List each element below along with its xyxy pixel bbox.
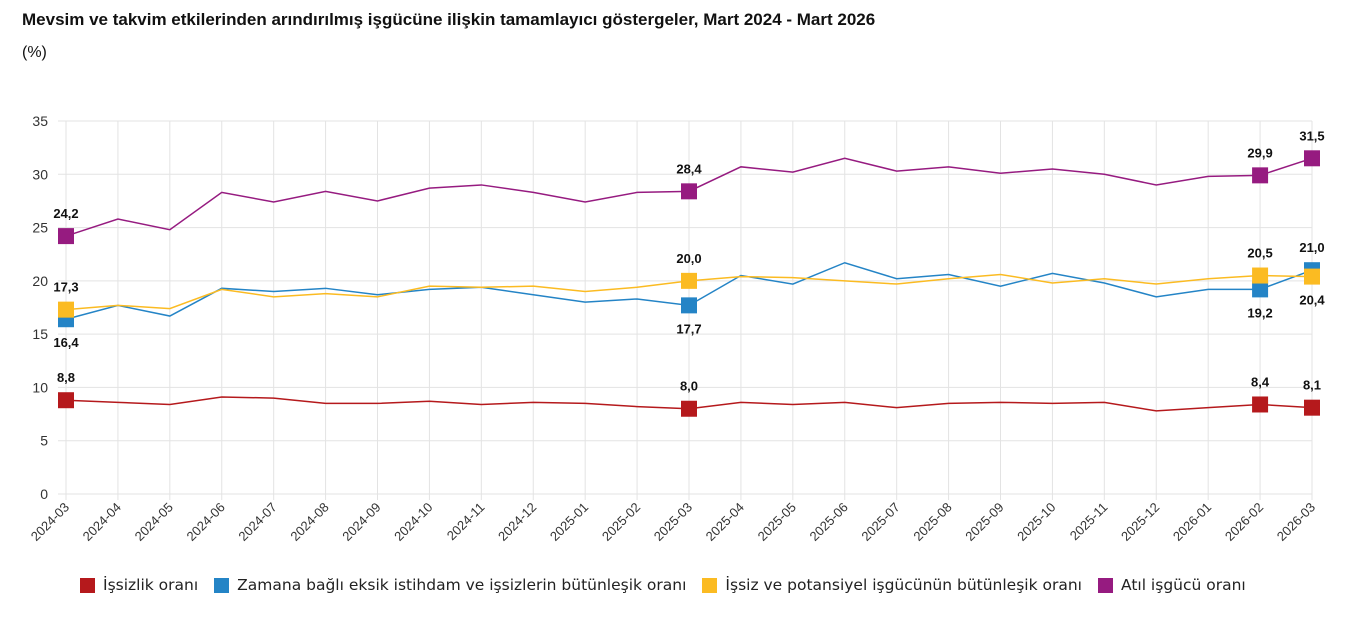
x-tick-label: 2024-03 [28,500,72,544]
x-tick-label: 2025-08 [910,500,954,544]
y-tick-label: 0 [40,486,48,502]
data-marker [681,272,697,289]
data-marker [1252,396,1269,413]
x-tick-label: 2026-02 [1222,500,1266,544]
x-tick-label: 2025-09 [962,500,1006,544]
x-tick-label: 2024-11 [444,500,488,544]
x-tick-label: 2024-05 [132,500,176,544]
legend-item[interactable]: İşsiz ve potansiyel işgücünün bütünleşik… [702,576,1082,594]
x-tick-label: 2024-10 [391,500,435,544]
x-tick-label: 2025-04 [703,500,747,544]
data-marker [58,392,74,409]
legend-swatch [214,577,230,593]
legend-label: İşsiz ve potansiyel işgücünün bütünleşik… [725,576,1082,594]
data-marker [58,301,74,318]
legend-item[interactable]: Zamana bağlı eksik istihdam ve işsizleri… [214,576,686,594]
data-label: 8,8 [57,370,75,385]
x-tick-label: 2024-06 [184,500,228,544]
chart-title: Mevsim ve takvim etkilerinden arındırılm… [22,10,876,29]
data-label: 28,4 [676,161,702,176]
y-tick-label: 15 [32,326,48,342]
x-tick-label: 2025-10 [1014,500,1058,544]
data-marker [1252,267,1269,284]
legend-label: Atıl işgücü oranı [1120,576,1246,594]
data-marker [681,297,697,314]
y-tick-label: 30 [32,166,48,182]
x-tick-label: 2025-11 [1067,500,1111,544]
data-label: 8,1 [1303,378,1321,393]
data-label: 20,4 [1299,293,1325,308]
x-tick-label: 2024-12 [495,500,539,544]
legend-label: Zamana bağlı eksik istihdam ve işsizleri… [237,576,687,594]
x-tick-label: 2025-12 [1118,500,1162,544]
data-label: 17,7 [676,321,701,336]
data-marker [1304,150,1320,167]
x-tick-label: 2025-03 [651,500,695,544]
x-tick-label: 2025-01 [547,500,591,544]
x-tick-label: 2024-08 [287,500,331,544]
legend-item[interactable]: Atıl işgücü oranı [1097,576,1246,594]
data-label: 19,2 [1247,305,1272,320]
y-tick-label: 5 [40,433,48,449]
data-marker [1304,268,1320,285]
y-tick-label: 10 [32,379,48,395]
data-label: 29,9 [1247,145,1272,160]
data-label: 24,2 [53,206,78,221]
data-label: 8,0 [680,379,698,394]
data-marker [58,228,74,245]
chart-unit: (%) [22,44,47,61]
x-tick-label: 2026-03 [1274,500,1318,544]
data-marker [1252,167,1269,184]
legend-swatch [80,577,95,593]
data-label: 21,0 [1299,240,1324,255]
legend: İşsizlik oranı Zamana bağlı eksik istihda… [80,576,1246,594]
x-tick-label: 2025-05 [755,500,799,544]
x-tick-label: 2025-02 [599,500,643,544]
x-tick-label: 2024-04 [80,500,124,544]
data-marker [1304,399,1320,416]
data-marker [681,183,697,200]
x-tick-label: 2024-07 [235,500,279,544]
legend-item[interactable]: İşsizlik oranı [80,576,198,594]
y-tick-label: 35 [32,113,48,129]
legend-swatch [702,577,718,593]
legend-swatch [1097,577,1113,593]
data-label: 20,5 [1247,246,1272,261]
data-label: 31,5 [1299,128,1324,143]
data-marker [681,400,697,417]
data-label: 8,4 [1251,374,1270,389]
data-label: 16,4 [53,335,79,350]
x-tick-label: 2025-07 [858,500,902,544]
data-label: 17,3 [53,280,78,295]
data-label: 20,0 [676,251,701,266]
x-tick-label: 2024-09 [339,500,383,544]
x-tick-label: 2026-01 [1170,500,1214,544]
data-marker [1252,281,1269,298]
y-tick-label: 25 [32,220,48,236]
legend-label: İşsizlik oranı [103,576,199,594]
y-tick-label: 20 [32,273,48,289]
x-tick-label: 2025-06 [807,500,851,544]
